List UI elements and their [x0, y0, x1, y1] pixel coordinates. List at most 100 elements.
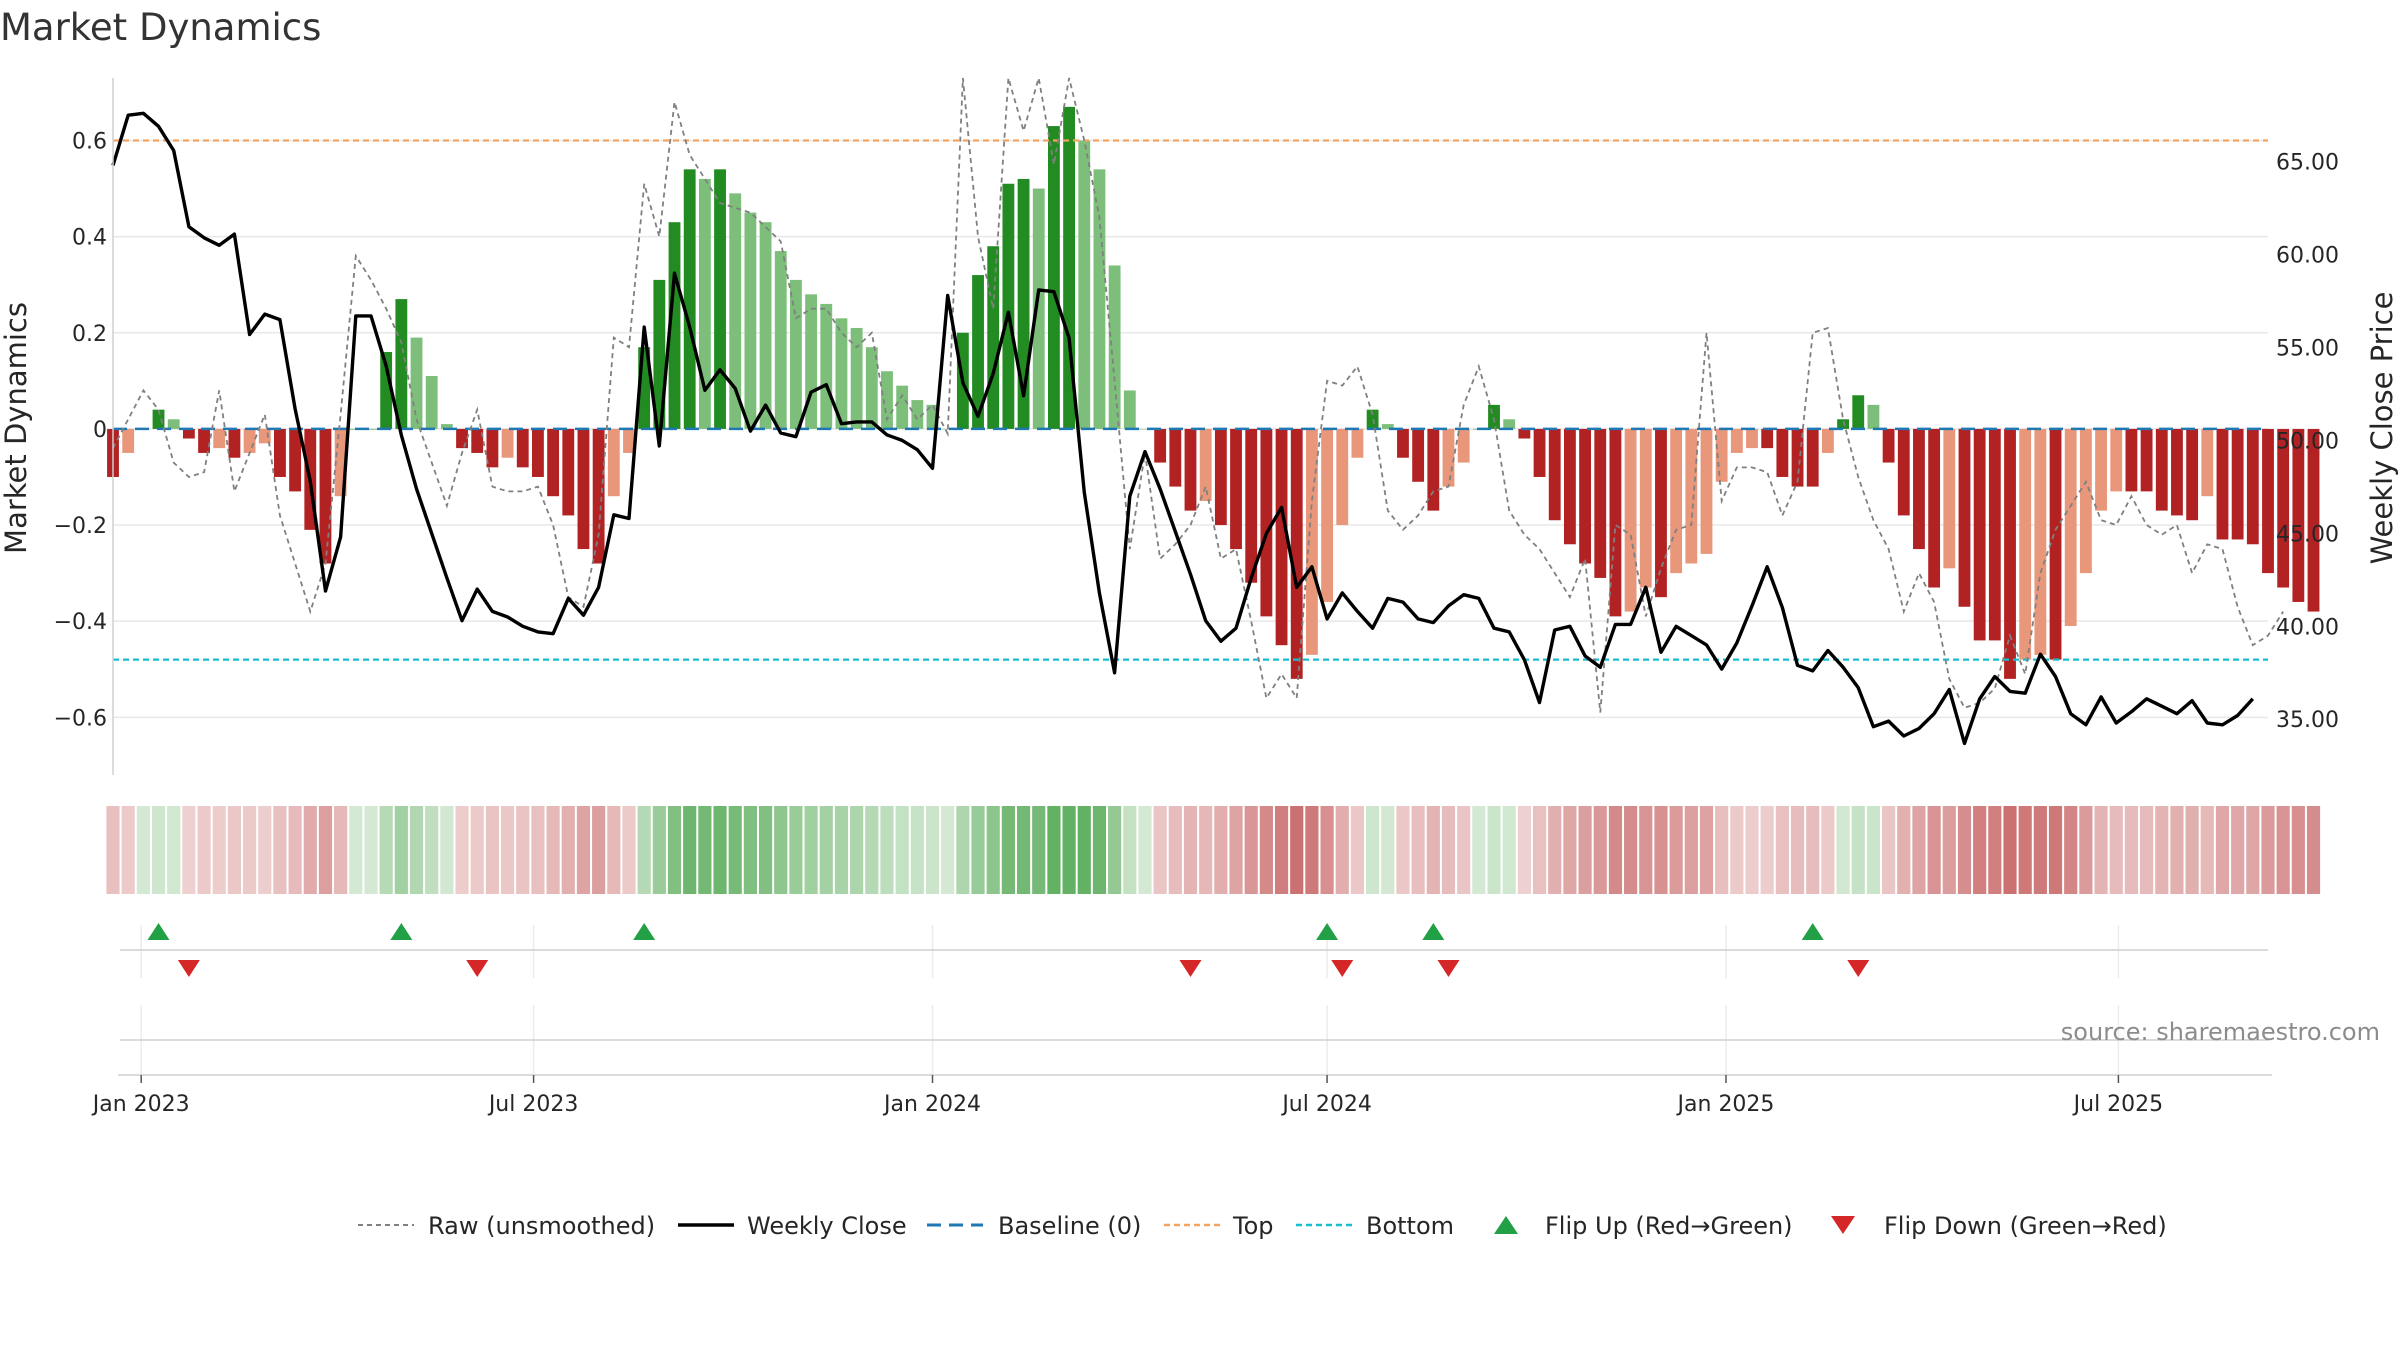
- regime-cell: [910, 806, 924, 894]
- regime-strip: [106, 806, 2321, 894]
- flip-down-marker: [1847, 960, 1870, 977]
- right-tick-label: 35.00: [2276, 708, 2339, 733]
- left-axis-ticks: 0.6 0.4 0.2 0 −0.2 −0.4 −0.6: [54, 129, 107, 731]
- momentum-bar: [2019, 428, 2032, 660]
- regime-cell: [1244, 806, 1258, 894]
- regime-cell: [1032, 806, 1046, 894]
- momentum-bar: [653, 279, 666, 429]
- regime-cell: [1047, 806, 1061, 894]
- legend-label: Flip Down (Green→Red): [1884, 1212, 2167, 1240]
- momentum-bar: [714, 169, 726, 429]
- momentum-bar: [1639, 428, 1652, 588]
- right-axis-label: Weekly Close Price: [2365, 292, 2399, 565]
- regime-cell: [1745, 806, 1759, 894]
- momentum-bar: [532, 428, 544, 477]
- momentum-bar: [1821, 428, 1834, 453]
- momentum-bar: [1655, 428, 1667, 598]
- left-tick-label: −0.2: [54, 514, 107, 539]
- momentum-bar: [850, 327, 863, 429]
- regime-cell: [2261, 806, 2275, 894]
- left-tick-label: 0.6: [72, 129, 107, 154]
- flip-down-marker: [466, 960, 489, 977]
- momentum-bar: [2064, 428, 2077, 626]
- regime-cell: [1715, 806, 1729, 894]
- legend-label: Bottom: [1366, 1212, 1454, 1240]
- regime-cell: [500, 806, 515, 894]
- legend-label: Flip Up (Red→Green): [1545, 1212, 1793, 1240]
- momentum-bar: [1897, 428, 1910, 516]
- chart-title: Market Dynamics: [0, 6, 321, 49]
- left-tick-label: 0: [93, 418, 107, 443]
- regime-cell: [880, 806, 894, 894]
- momentum-bars: [107, 106, 2320, 679]
- regime-cell: [1305, 806, 1319, 894]
- momentum-bar: [198, 428, 210, 453]
- momentum-bar: [1973, 428, 1986, 641]
- momentum-bar: [1199, 428, 1212, 502]
- momentum-bar: [471, 428, 484, 453]
- momentum-bar: [911, 400, 924, 429]
- regime-cell: [834, 806, 849, 894]
- regime-cell: [1517, 806, 1531, 894]
- x-tick-label: Jan 2023: [91, 1092, 190, 1117]
- series-lines: [111, 77, 2284, 746]
- momentum-bar: [456, 428, 468, 449]
- regime-cell: [1229, 806, 1243, 894]
- regime-cell: [1350, 806, 1365, 894]
- momentum-bar: [926, 404, 939, 429]
- regime-cell: [1775, 806, 1789, 894]
- regime-cell: [1168, 806, 1182, 894]
- momentum-bar: [2004, 428, 2016, 679]
- regime-cell: [667, 806, 682, 894]
- legend-flip-up-icon: [1494, 1216, 1518, 1234]
- regime-cell: [1669, 806, 1683, 894]
- level-lines: [113, 139, 2268, 661]
- regime-cell: [637, 806, 651, 894]
- momentum-bar: [2201, 428, 2214, 497]
- momentum-bar: [1017, 178, 1030, 429]
- regime-cell: [2155, 806, 2169, 894]
- flip-down-marker: [1331, 960, 1354, 977]
- regime-cell: [1790, 806, 1805, 894]
- regime-cell: [895, 806, 909, 894]
- momentum-bar: [865, 347, 878, 429]
- momentum-bar: [440, 424, 453, 429]
- momentum-bar: [2140, 428, 2153, 492]
- momentum-bar: [1063, 106, 1076, 429]
- momentum-bar: [607, 428, 620, 497]
- x-axis-ticks: Jan 2023 Jul 2023 Jan 2024 Jul 2024 Jan 2025…: [91, 1075, 2163, 1117]
- momentum-bar: [668, 222, 681, 429]
- momentum-bar: [1275, 428, 1288, 646]
- regime-cell: [2094, 806, 2108, 894]
- flip-down-marker: [1437, 960, 1460, 977]
- regime-cell: [1654, 806, 1668, 894]
- momentum-bar: [698, 178, 711, 429]
- momentum-bar: [380, 351, 393, 429]
- regime-cell: [819, 806, 833, 894]
- legend-flip-down-icon: [1831, 1216, 1855, 1234]
- momentum-bar: [1321, 428, 1334, 602]
- flip-up-marker: [147, 923, 170, 940]
- regime-cell: [956, 806, 970, 894]
- regime-cell: [592, 806, 606, 894]
- momentum-bar: [2216, 428, 2229, 540]
- momentum-bar: [2155, 428, 2168, 511]
- momentum-bar: [2307, 428, 2320, 612]
- regime-cell: [561, 806, 575, 894]
- momentum-bar: [1882, 428, 1895, 463]
- momentum-bar: [1624, 428, 1637, 612]
- flip-markers-panel: [120, 923, 2268, 978]
- momentum-bar: [1078, 140, 1091, 429]
- regime-cell: [576, 806, 591, 894]
- regime-cell: [167, 806, 181, 894]
- regime-cell: [1973, 806, 1987, 894]
- regime-cell: [1684, 806, 1698, 894]
- regime-cell: [652, 806, 666, 894]
- regime-cell: [1457, 806, 1471, 894]
- x-tick-label: Jul 2025: [2072, 1092, 2164, 1117]
- momentum-bar: [1032, 188, 1045, 429]
- legend-entry-flip-down: Flip Down (Green→Red): [1831, 1212, 2167, 1240]
- left-tick-label: 0.2: [72, 322, 107, 347]
- regime-cell: [728, 806, 742, 894]
- momentum-bar: [289, 428, 302, 492]
